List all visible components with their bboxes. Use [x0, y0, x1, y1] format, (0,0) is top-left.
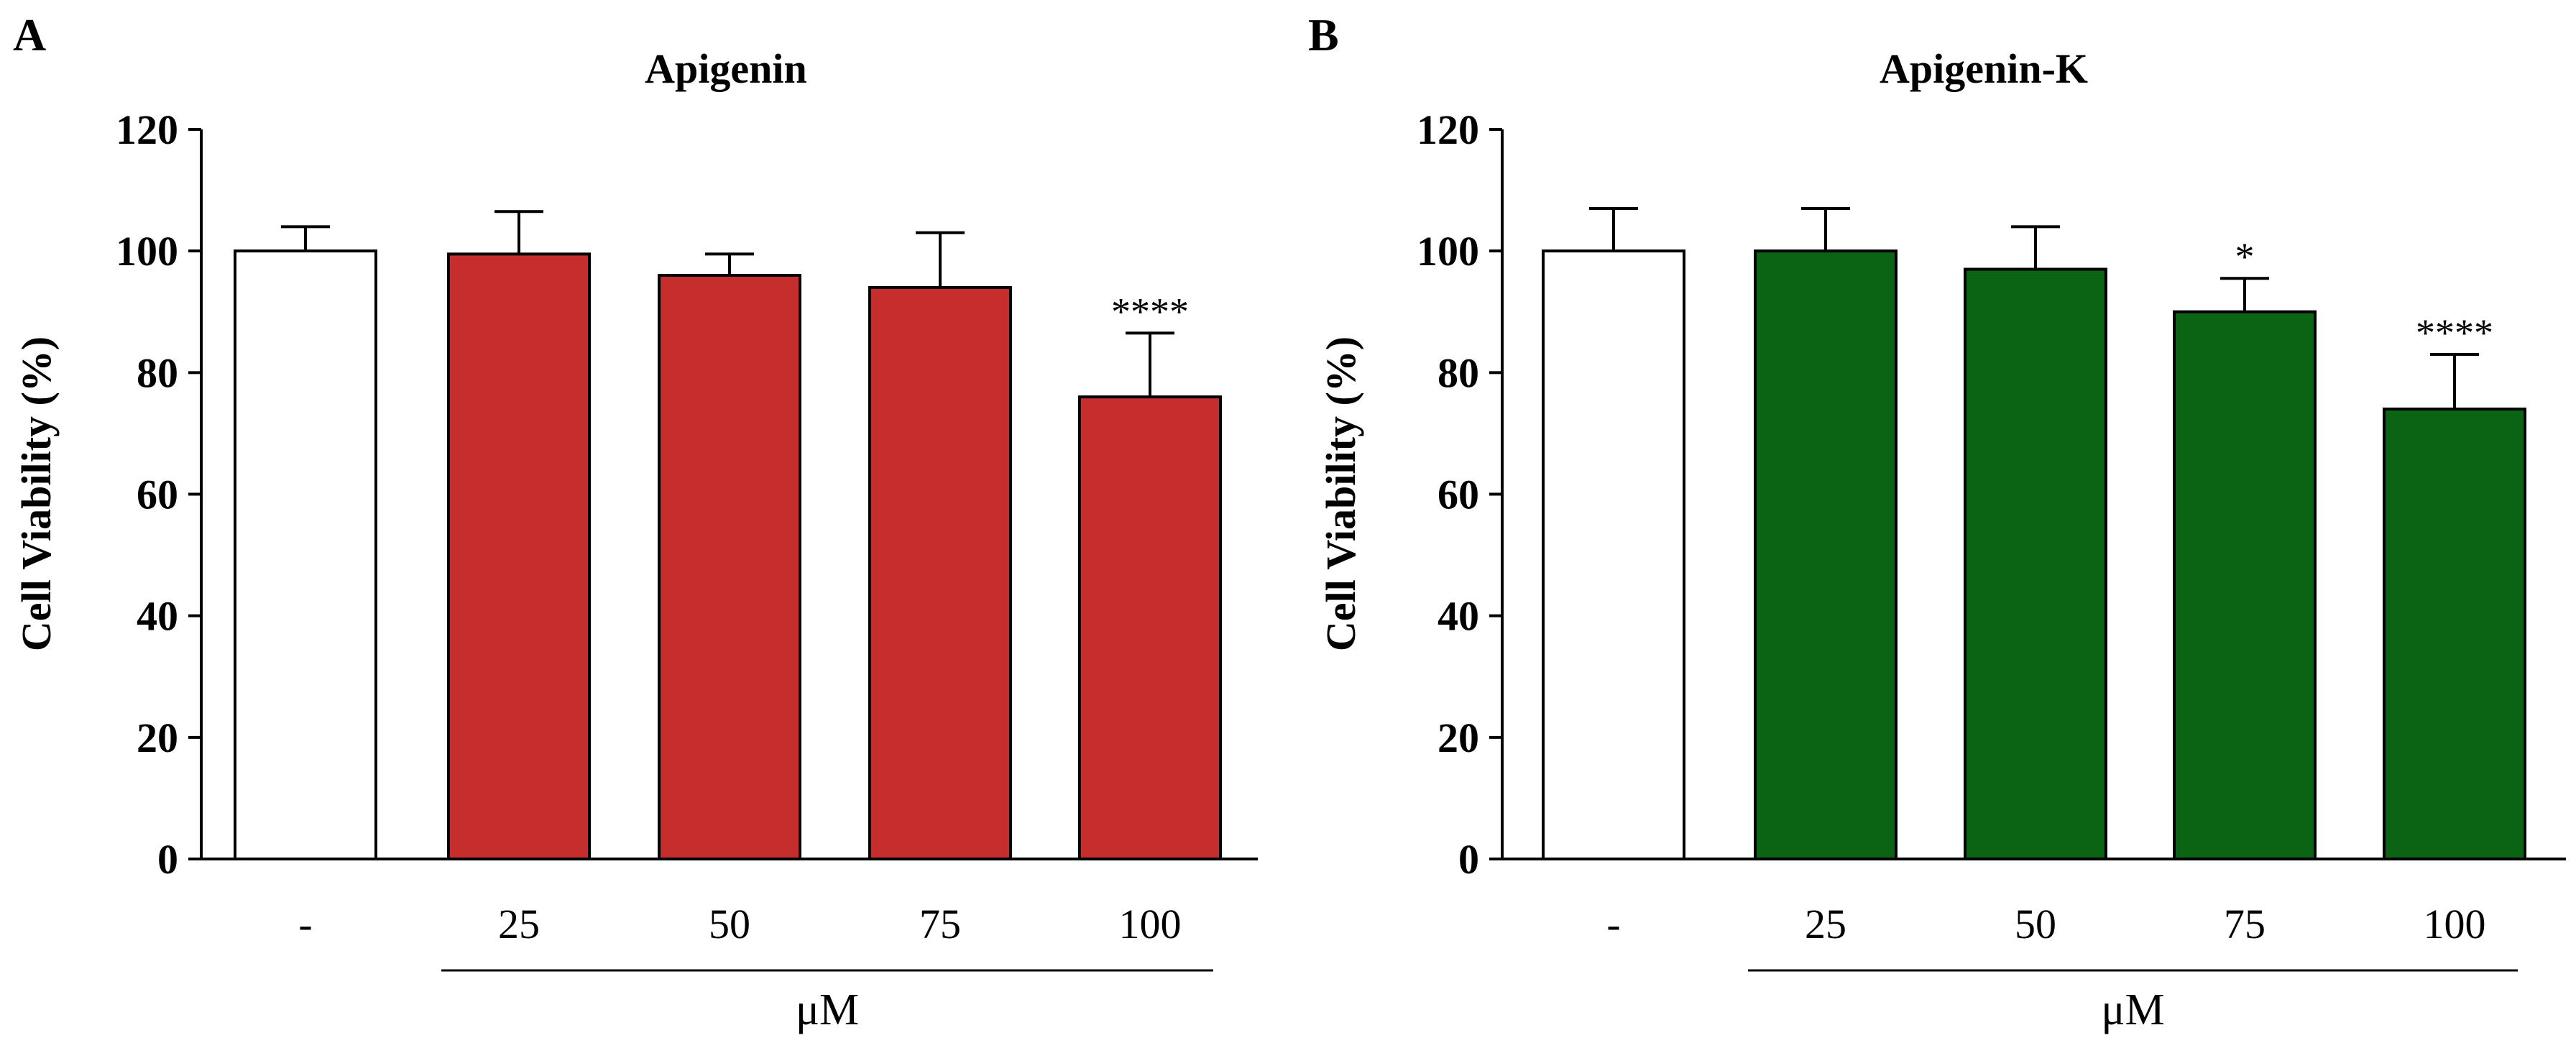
panel-a-title: Apigenin — [645, 45, 807, 92]
panel-a-category-label: - — [298, 901, 312, 947]
panel-a-significance-label: **** — [1111, 290, 1189, 333]
panel-a-bar — [868, 285, 1012, 860]
panel-b-bar — [1754, 249, 1898, 860]
panel-b-y-axis-label: Cell Viability (%) — [1317, 336, 1364, 651]
panel-b-x-axis-unit: μM — [2101, 985, 2164, 1034]
panel-b-bar — [1542, 249, 1685, 860]
panel-b-bar — [1964, 267, 2107, 860]
panel-a-category-label: 50 — [709, 901, 750, 947]
panel-b-title: Apigenin-K — [1880, 45, 2088, 92]
panel-a-category-label: 25 — [498, 901, 540, 947]
panel-b-y-tick-label: 20 — [1438, 715, 1479, 761]
panel-b-letter: B — [1308, 9, 1339, 60]
panel-b-category-label: 50 — [2015, 901, 2056, 947]
panel-a-letter: A — [13, 9, 46, 60]
panel-b-y-tick-label: 80 — [1438, 349, 1479, 396]
panel-a-category-label: 75 — [919, 901, 961, 947]
panel-a-y-axis-label: Cell Viability (%) — [13, 336, 60, 651]
panel-a-bar — [658, 274, 801, 860]
panel-b-y-tick-label: 120 — [1417, 106, 1479, 153]
panel-a-bar — [234, 249, 377, 860]
panel-b-y-tick-label: 40 — [1438, 593, 1479, 640]
panel-a-y-tick-label: 60 — [137, 472, 178, 518]
panel-b-category-label: - — [1606, 901, 1620, 947]
panel-b-y-tick-label: 60 — [1438, 472, 1479, 518]
panel-a-y-tick-label: 40 — [137, 593, 178, 640]
panel-a-y-tick-label: 20 — [137, 715, 178, 761]
panel-b-significance-label: **** — [2416, 311, 2493, 354]
panel-a-y-tick-label: 0 — [157, 836, 178, 883]
panel-a-y-tick-label: 120 — [116, 106, 178, 153]
panel-a-y-tick-label: 80 — [137, 349, 178, 396]
panel-b-y-tick-label: 100 — [1417, 228, 1479, 275]
panel-b-y-tick-label: 0 — [1458, 836, 1479, 883]
panel-a-bar — [1078, 395, 1222, 860]
panel-b-significance-label: * — [2235, 235, 2255, 278]
panel-a-category-label: 100 — [1119, 901, 1182, 947]
panel-a-x-axis-unit: μM — [796, 985, 859, 1034]
panel-b-category-label: 25 — [1805, 901, 1846, 947]
panel-b-category-label: 75 — [2224, 901, 2266, 947]
panel-b-bar — [2173, 310, 2317, 860]
panel-b-category-label: 100 — [2424, 901, 2486, 947]
panel-a-bar — [447, 252, 591, 861]
panel-a-y-tick-label: 100 — [116, 228, 178, 275]
panel-b-bar — [2383, 408, 2526, 860]
